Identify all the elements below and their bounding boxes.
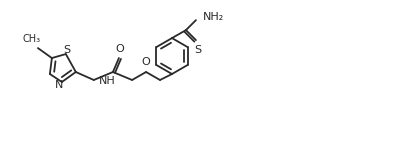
Text: CH₃: CH₃ [23, 34, 41, 44]
Text: S: S [63, 45, 71, 55]
Text: NH₂: NH₂ [203, 12, 224, 22]
Text: S: S [194, 45, 202, 55]
Text: N: N [54, 80, 63, 90]
Text: O: O [116, 44, 124, 54]
Text: O: O [141, 57, 150, 67]
Text: NH: NH [99, 76, 116, 86]
